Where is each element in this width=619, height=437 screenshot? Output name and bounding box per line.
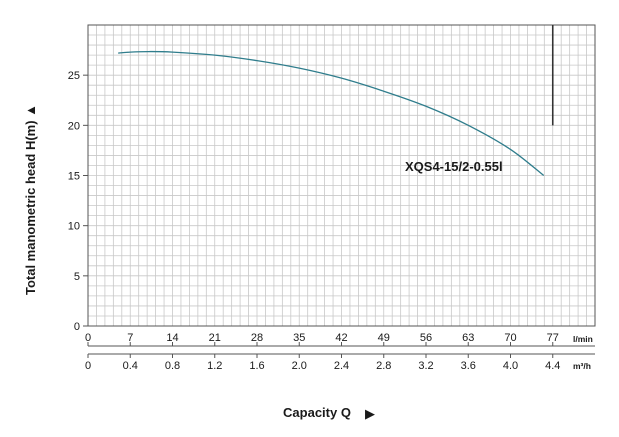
x-tick-label-lmin: 42 [335,332,347,344]
x-tick-label-m3h: 3.2 [418,360,433,372]
chart-curves [118,25,554,177]
x-axis-arrow: ▶ [365,406,375,421]
series-line [118,50,545,177]
y-tick-label: 5 [74,271,80,283]
x-tick-label-lmin: 0 [85,332,91,344]
y-tick-label: 25 [68,70,80,82]
y-tick-label: 0 [74,321,80,333]
x-tick-label-m3h: 4.0 [503,360,518,372]
x-tick-label-lmin: 14 [166,332,178,344]
x-tick-label-m3h: 0.4 [123,360,138,372]
x-tick-label-m3h: 2.0 [292,360,307,372]
chart-labels: 0 5 10 15 20 25 0 7 14 21 28 35 42 49 56 63 70 77 0 0.4 0.8 1… [23,70,593,421]
y-tick-label: 20 [68,120,80,132]
x-tick-label-lmin: 49 [378,332,390,344]
x-tick-label-lmin: 56 [420,332,432,344]
x-tick-label-lmin: 21 [209,332,221,344]
chart-grid [87,24,596,327]
x-axis-title: Capacity Q [283,405,351,420]
x-tick-label-lmin: 63 [462,332,474,344]
x-tick-label-m3h: 1.6 [249,360,264,372]
y-tick-label: 15 [68,171,80,183]
y-axis-title: Total manometric head H(m) ▲ [23,104,38,295]
chart-axes [83,24,596,358]
series-label: XQS4-15/2-0.55l [405,159,503,174]
x-tick-label-m3h: 4.4 [545,360,560,372]
x-tick-label-m3h: 1.2 [207,360,222,372]
x-tick-label-lmin: 70 [504,332,516,344]
x-unit-primary: l/min [573,334,593,344]
x-tick-label-lmin: 28 [251,332,263,344]
x-tick-label-m3h: 0 [85,360,91,372]
x-tick-label-m3h: 0.8 [165,360,180,372]
y-tick-label: 10 [68,221,80,233]
x-unit-secondary: m³/h [573,361,591,371]
x-tick-label-m3h: 3.6 [461,360,476,372]
x-tick-label-m3h: 2.8 [376,360,391,372]
x-tick-label-lmin: 7 [127,332,133,344]
x-tick-label-m3h: 2.4 [334,360,349,372]
x-tick-label-lmin: 77 [547,332,559,344]
x-tick-label-lmin: 35 [293,332,305,344]
